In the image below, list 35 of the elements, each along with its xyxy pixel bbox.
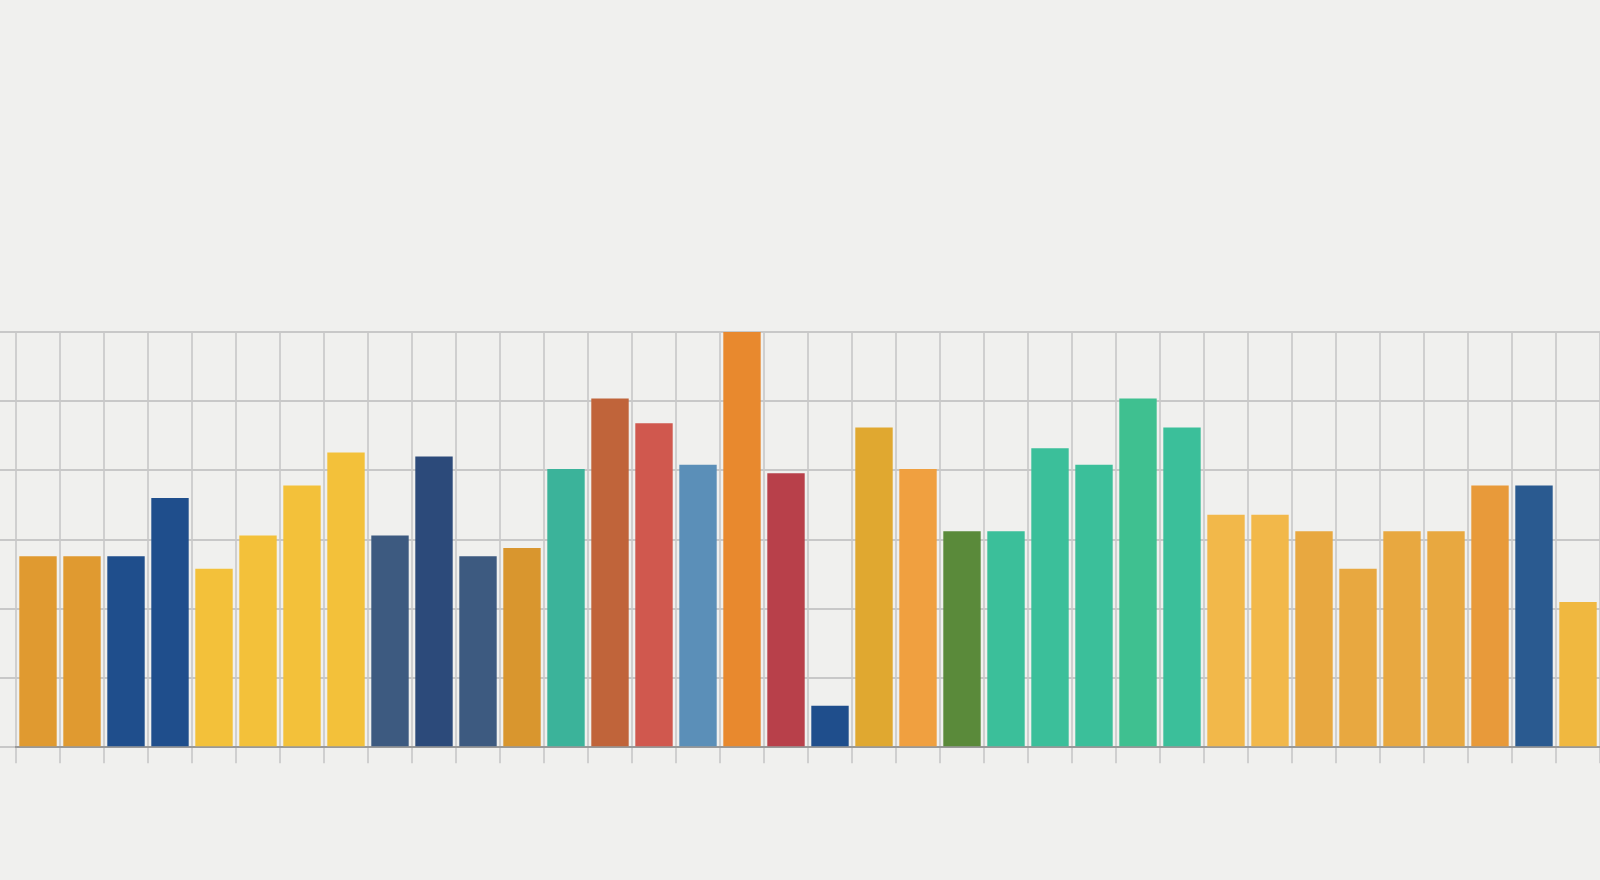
- bar: [1031, 448, 1069, 747]
- bar: [1559, 601, 1597, 747]
- bar: [19, 556, 57, 747]
- bar: [635, 423, 673, 747]
- bar: [547, 469, 585, 747]
- bar: [151, 498, 189, 747]
- bar: [283, 485, 321, 747]
- bar: [1207, 514, 1245, 747]
- bar: [987, 531, 1025, 747]
- bar: [855, 427, 893, 747]
- bar: [943, 531, 981, 747]
- bar: [1075, 464, 1113, 747]
- bar: [1295, 531, 1333, 747]
- bar: [503, 547, 541, 747]
- bar: [327, 452, 365, 747]
- bar: [239, 535, 277, 747]
- bar: [679, 464, 717, 747]
- bar: [1383, 531, 1421, 747]
- bar: [195, 568, 233, 747]
- bar: [1119, 398, 1157, 747]
- bar: [63, 556, 101, 747]
- bar: [1471, 485, 1509, 747]
- bar: [591, 398, 629, 747]
- bar: [415, 456, 453, 747]
- bar: [1515, 485, 1553, 747]
- bar: [899, 469, 937, 747]
- bar: [1339, 568, 1377, 747]
- bar: [767, 473, 805, 747]
- bar: [1251, 514, 1289, 747]
- bar: [459, 556, 497, 747]
- bar: [811, 705, 849, 747]
- bar: [107, 556, 145, 747]
- bar: [1427, 531, 1465, 747]
- bar: [1163, 427, 1201, 747]
- bar: [371, 535, 409, 747]
